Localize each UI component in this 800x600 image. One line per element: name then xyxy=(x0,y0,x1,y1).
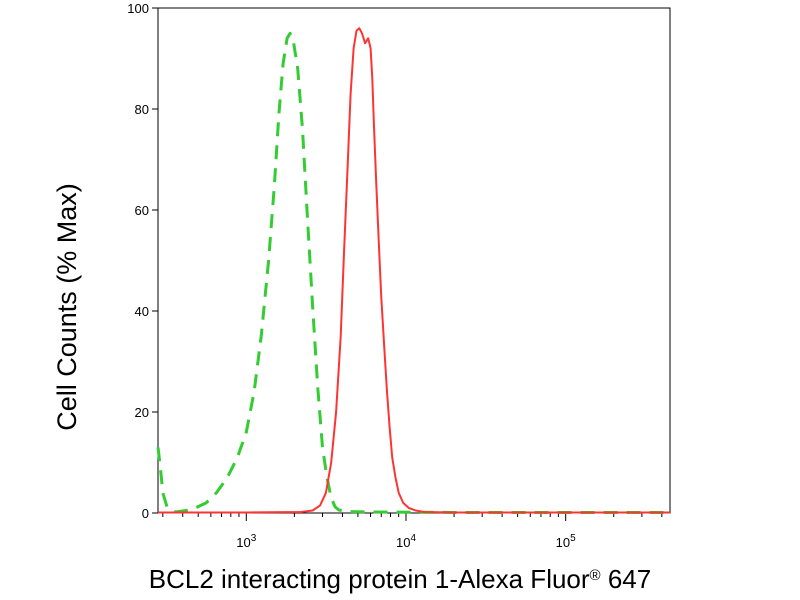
y-axis: 0 20 40 60 80 100 xyxy=(127,1,158,521)
y-tick-label: 100 xyxy=(127,1,149,16)
x-axis-title-tail: 647 xyxy=(601,564,652,594)
isotype-control-curve xyxy=(156,31,670,514)
y-tick-label: 20 xyxy=(135,405,149,420)
y-tick-label: 60 xyxy=(135,203,149,218)
x-axis-title-registered: ® xyxy=(590,567,601,584)
x-axis: 103 104 105 xyxy=(162,513,663,550)
x-axis-title-main: BCL2 interacting protein 1-Alexa Fluor xyxy=(149,564,590,594)
x-tick-label: 103 xyxy=(236,533,256,550)
y-tick-label: 40 xyxy=(135,304,149,319)
y-axis-title: Cell Counts (% Max) xyxy=(52,183,82,431)
series-layer xyxy=(156,27,670,514)
sample-curve xyxy=(158,27,670,514)
y-tick-label: 80 xyxy=(135,102,149,117)
x-axis-title: BCL2 interacting protein 1-Alexa Fluor® … xyxy=(149,564,651,594)
x-tick-label: 104 xyxy=(396,533,416,550)
y-tick-label: 0 xyxy=(142,506,149,521)
plot-frame xyxy=(157,7,671,514)
x-tick-label: 105 xyxy=(556,533,576,550)
